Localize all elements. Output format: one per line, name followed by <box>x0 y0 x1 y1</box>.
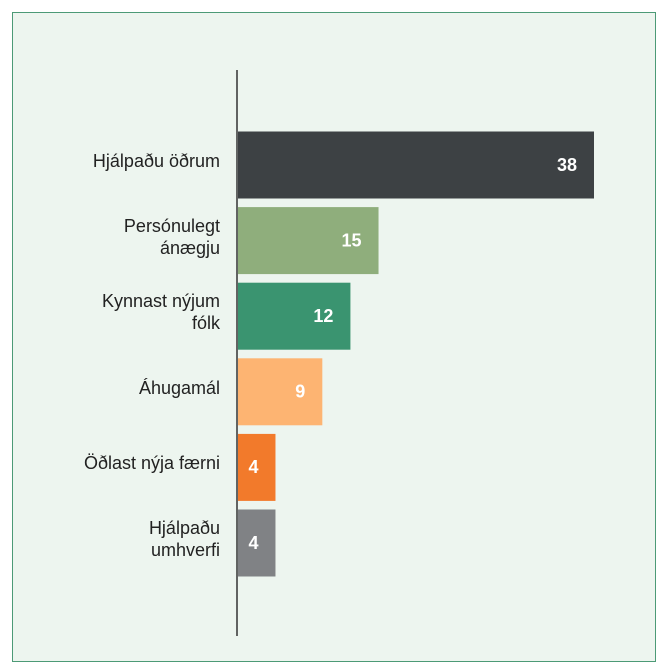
bar <box>238 282 351 350</box>
bar <box>238 131 594 199</box>
value-label: 4 <box>248 533 258 553</box>
category-label: Kynnast nýjum fólk <box>101 291 220 334</box>
bar <box>238 358 323 426</box>
category-label: Öðlast nýja færni <box>83 453 220 474</box>
category-label: Hjálpaðu öðrum <box>92 151 220 171</box>
bar <box>238 207 379 275</box>
value-label: 38 <box>557 155 577 175</box>
category-label: Áhugamál <box>138 377 220 398</box>
value-label: 12 <box>313 306 333 326</box>
value-label: 9 <box>295 382 305 402</box>
category-label: Hjálpaðu umhverfi <box>148 518 220 560</box>
bar <box>238 433 276 501</box>
value-label: 15 <box>341 230 361 250</box>
category-label: Persónulegt ánægju <box>123 215 220 258</box>
bar <box>238 509 276 577</box>
value-label: 4 <box>248 457 258 477</box>
